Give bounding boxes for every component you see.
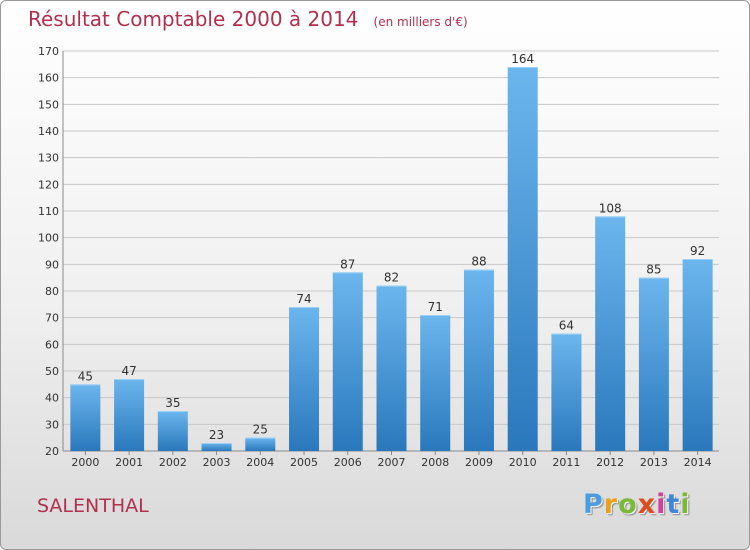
data-label: 71 [428, 300, 443, 314]
logo-letter: i [680, 489, 691, 520]
bar-2003 [201, 443, 232, 451]
y-tick-label: 90 [45, 258, 59, 271]
bar-2014 [682, 259, 713, 451]
x-tick-label: 2013 [640, 456, 668, 469]
chart-title: Résultat Comptable 2000 à 2014 (en milli… [28, 7, 468, 31]
data-label: 85 [646, 263, 661, 277]
bar-2012 [595, 216, 626, 451]
data-labels: 45 47 35 23 25 74 87 82 71 88 164 64 108 85 92 [78, 52, 706, 442]
bars [70, 67, 713, 451]
bar-2009 [463, 269, 494, 451]
y-tick-label: 50 [45, 365, 59, 378]
proxiti-logo: Proxiti [583, 489, 691, 520]
bar-2007 [376, 285, 407, 451]
chart-title-text: Résultat Comptable 2000 à 2014 [28, 7, 359, 31]
data-label: 92 [690, 244, 705, 258]
y-tick-label: 40 [45, 392, 59, 405]
y-tick-label: 140 [38, 125, 59, 138]
x-tick-label: 2010 [509, 456, 537, 469]
logo-letter: i [656, 489, 667, 520]
x-tick-label: 2000 [71, 456, 99, 469]
logo-letter: r [603, 489, 619, 520]
x-tick-label: 2006 [334, 456, 362, 469]
bar-2011 [551, 333, 582, 451]
x-tick-label: 2004 [246, 456, 274, 469]
commune-name: SALENTHAL [37, 495, 149, 517]
logo-letter: o [618, 489, 638, 520]
bar-2001 [114, 379, 145, 451]
x-tick-label: 2012 [596, 456, 624, 469]
data-label: 45 [78, 369, 93, 383]
axes: 20 30 40 50 60 70 80 90 100 110 120 130 140 150 160 170… [38, 45, 719, 469]
data-label: 108 [599, 201, 622, 215]
data-label: 82 [384, 271, 399, 285]
data-label: 74 [296, 292, 311, 306]
y-tick-label: 100 [38, 232, 59, 245]
bar-2004 [245, 437, 276, 451]
data-label: 35 [165, 396, 180, 410]
x-tick-label: 2008 [421, 456, 449, 469]
chart-unit: (en milliers d'€) [373, 15, 468, 29]
bar-2005 [289, 307, 320, 451]
logo-letter: t [666, 489, 681, 520]
bar-2010 [507, 67, 538, 451]
y-tick-label: 170 [38, 45, 59, 58]
x-tick-label: 2003 [203, 456, 231, 469]
x-tick-label: 2009 [465, 456, 493, 469]
x-tick-label: 2007 [378, 456, 406, 469]
bar-2008 [420, 315, 451, 451]
data-label: 87 [340, 257, 355, 271]
logo-letter: P [583, 489, 604, 520]
y-tick-label: 20 [45, 445, 59, 458]
y-tick-label: 80 [45, 285, 59, 298]
x-tick-label: 2014 [684, 456, 712, 469]
y-tick-label: 110 [38, 205, 59, 218]
bar-2002 [157, 411, 188, 451]
y-tick-label: 30 [45, 418, 59, 431]
bar-2000 [70, 384, 101, 451]
data-label: 88 [471, 255, 486, 269]
y-tick-label: 130 [38, 152, 59, 165]
logo-letter: x [637, 489, 657, 520]
y-tick-label: 70 [45, 312, 59, 325]
x-tick-label: 2002 [159, 456, 187, 469]
y-tick-label: 120 [38, 178, 59, 191]
bar-2013 [638, 277, 669, 451]
y-tick-label: 150 [38, 98, 59, 111]
x-tick-label: 2005 [290, 456, 318, 469]
x-tick-label: 2011 [552, 456, 580, 469]
data-label: 64 [559, 319, 574, 333]
data-label: 47 [121, 364, 136, 378]
y-tick-label: 60 [45, 338, 59, 351]
x-tick-label: 2001 [115, 456, 143, 469]
data-label: 164 [511, 52, 534, 66]
data-label: 25 [253, 423, 268, 437]
y-tick-label: 160 [38, 72, 59, 85]
data-label: 23 [209, 428, 224, 442]
bar-2006 [332, 272, 363, 451]
